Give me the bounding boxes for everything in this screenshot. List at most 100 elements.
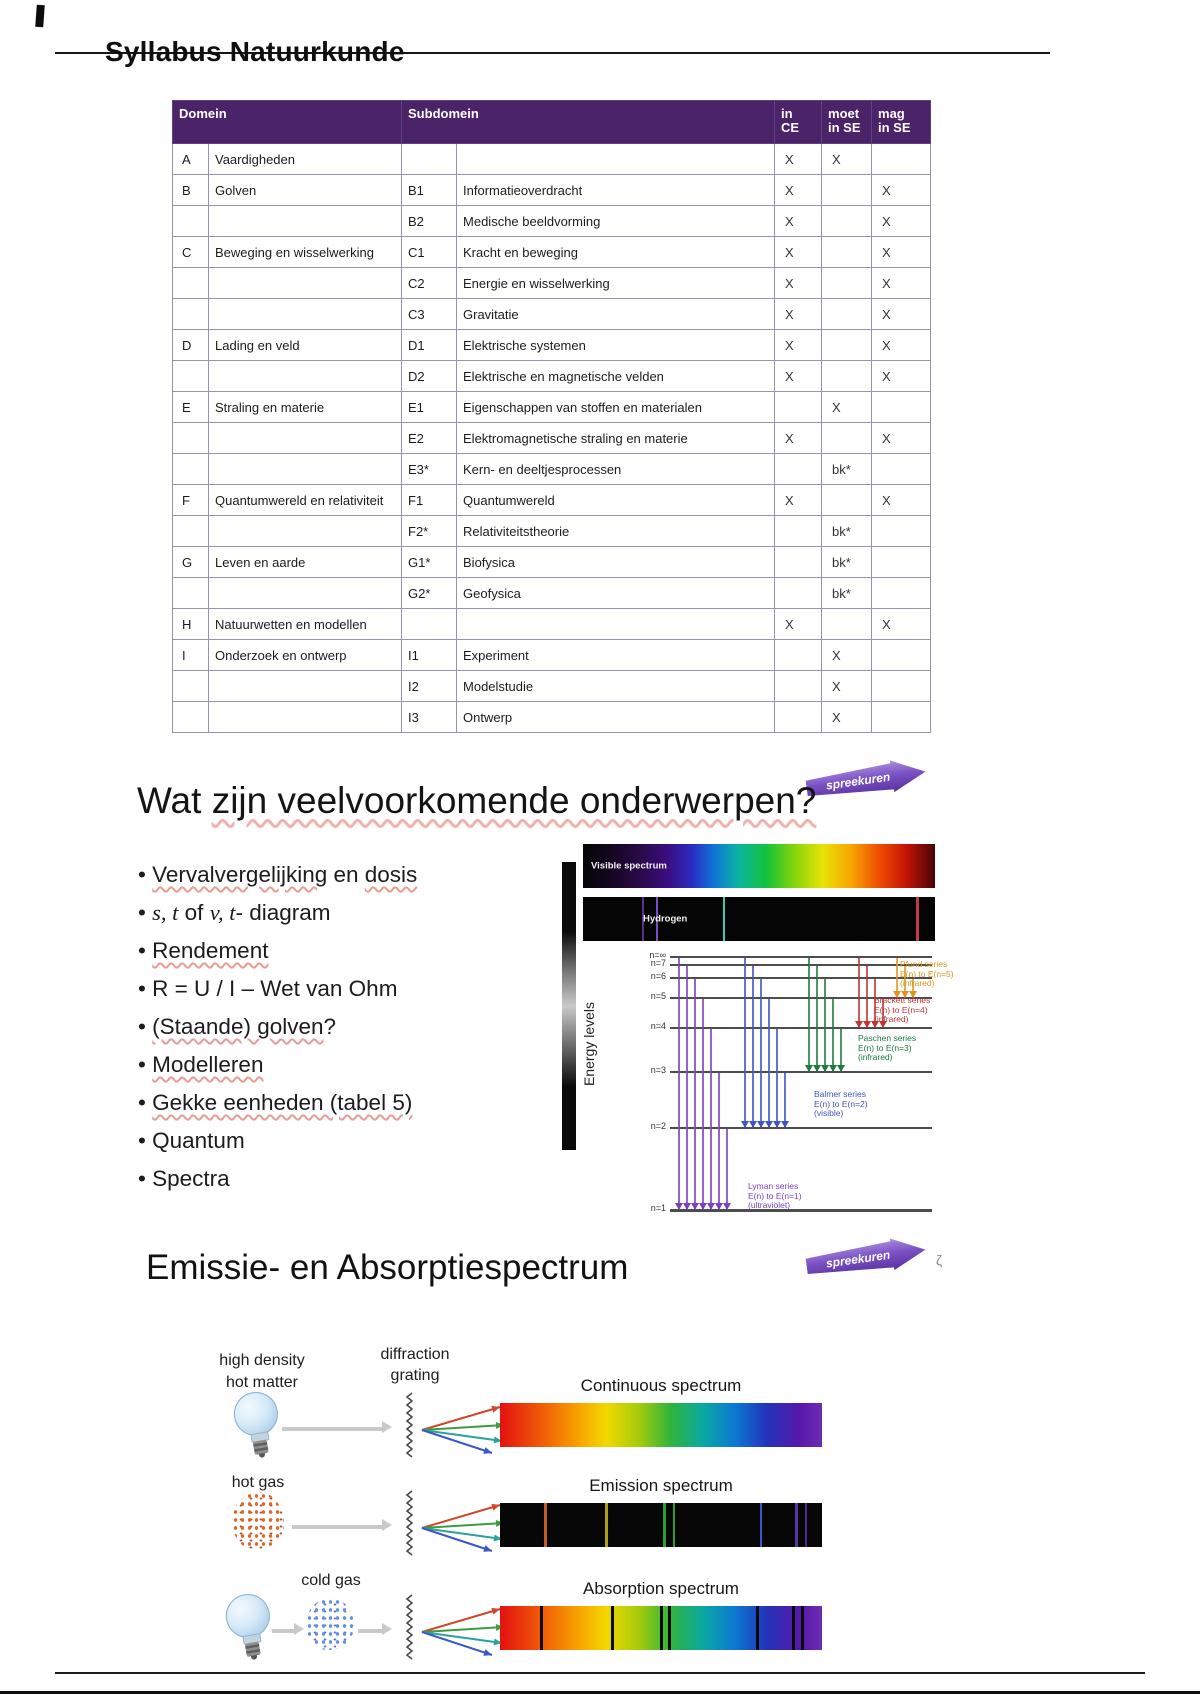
text-segment: Gekke eenheden (tabel 5) (152, 1090, 413, 1115)
table-row: F2* Relativiteitstheorie bk* (172, 515, 932, 547)
series-label-line: (infrared) (900, 978, 935, 988)
table-row: I Onderzoek en ontwerp I1 Experiment X (172, 639, 932, 671)
diffraction-rays-icon (421, 1405, 505, 1454)
text-segment: en (327, 862, 365, 887)
transition-arrowhead (871, 1021, 879, 1028)
cell-moet (821, 205, 873, 237)
light-bulb-icon (220, 1590, 277, 1666)
cell-mag: X (871, 360, 932, 392)
cell-name: Gravitatie (456, 298, 776, 330)
cell-domain (207, 670, 403, 702)
table-row: C2 Energie en wisselwerking X X (172, 267, 932, 299)
cell-moet (821, 422, 873, 454)
transition-arrowhead (741, 1121, 749, 1128)
table-row: H Natuurwetten en modellen X X (172, 608, 932, 640)
emission-spectrum-bar (500, 1503, 822, 1547)
cell-ce (774, 453, 823, 485)
hydrogen-emission-line (916, 897, 919, 941)
emission-line (544, 1503, 547, 1547)
cell-code: C3 (401, 298, 458, 330)
transition-arrowhead (821, 1065, 829, 1072)
table-row: D Lading en veld D1 Elektrische systemen X X (172, 329, 932, 361)
table-row: E3* Kern- en deeltjesprocessen bk* (172, 453, 932, 485)
text-segment: s, t (152, 900, 179, 925)
cell-domain (207, 453, 403, 485)
flow-arrow (358, 1629, 382, 1633)
cell-moet (821, 360, 873, 392)
table-body: A Vaardigheden X X B Golven B1 Informatieoverdr… (172, 143, 932, 733)
cell-domain (207, 515, 403, 547)
cell-letter: G (172, 546, 209, 578)
cell-domain: Vaardigheden (207, 143, 403, 175)
transition-line (882, 999, 884, 1027)
transition-arrowhead (757, 1121, 765, 1128)
cell-ce (774, 639, 823, 671)
series-label-line: Pfund series (900, 959, 948, 969)
cell-name: Elektrische en magnetische velden (456, 360, 776, 392)
transition-arrowhead (691, 1203, 699, 1210)
transition-arrowhead (813, 1065, 821, 1072)
flow-arrow (292, 1525, 382, 1529)
banner-label: spreekuren (825, 1247, 892, 1271)
cell-code: G2* (401, 577, 458, 609)
bulb-glass (230, 1388, 282, 1440)
cell-mag (871, 701, 932, 733)
cell-mag: X (871, 174, 932, 206)
transition-line (808, 958, 810, 1071)
energy-level-line (670, 977, 932, 979)
header-domein: Domein (171, 100, 403, 144)
bulb-tip (250, 1655, 258, 1661)
table-row: G Leven en aarde G1* Biofysica bk* (172, 546, 932, 578)
cell-moet: bk* (821, 577, 873, 609)
cell-domain (207, 267, 403, 299)
continuous-spectrum-bar (500, 1403, 822, 1447)
topics-list: • Vervalvergelijking en dosis • s, t of v… (138, 862, 598, 1204)
bullet-dot: • (138, 938, 153, 963)
transition-line (784, 1073, 786, 1127)
cell-name: Quantumwereld (456, 484, 776, 516)
series-label: Brackett series E(n) to E(n=4) (infrared) (874, 995, 930, 1025)
cell-code: D1 (401, 329, 458, 361)
absorption-line (801, 1606, 805, 1650)
source-label: high density hot matter (219, 1352, 305, 1391)
light-bulb-icon (228, 1388, 285, 1464)
cell-ce: X (774, 608, 823, 640)
header-row: Domein Subdomein in CE moet in SE mag in… (171, 100, 932, 144)
absorption-line (611, 1606, 615, 1650)
bottom-rule (0, 1691, 1200, 1694)
energy-level-line (670, 1071, 932, 1073)
transition-arrowhead (749, 1121, 757, 1128)
transition-arrowhead (893, 991, 901, 998)
cell-ce: X (774, 267, 823, 299)
energy-level-line (670, 964, 932, 966)
cell-name: Medische beeldvorming (456, 205, 776, 237)
cell-letter (172, 577, 209, 609)
cell-letter: A (172, 143, 209, 175)
cell-letter (172, 422, 209, 454)
series-label-line: (visible) (814, 1108, 844, 1118)
energy-level-label: n=∞ (649, 950, 666, 960)
visible-spectrum-bar: Visible spectrum (583, 844, 935, 888)
series-label-line: (ultraviolet) (748, 1200, 791, 1210)
diffraction-rays-icon (421, 1503, 505, 1552)
cell-moet (821, 329, 873, 361)
transition-line (710, 1029, 712, 1209)
energy-level-line (670, 956, 932, 958)
syllabus-table: Domein Subdomein in CE moet in SE mag in… (171, 100, 932, 733)
energy-level-line (670, 1127, 932, 1129)
cell-name: Informatieoverdracht (456, 174, 776, 206)
cell-name: Elektrische systemen (456, 329, 776, 361)
cell-domain: Natuurwetten en modellen (207, 608, 403, 640)
cell-ce: X (774, 174, 823, 206)
series-label: Pfund series E(n) to E(n=5) (infrared) (900, 959, 954, 989)
bullet-dot: • (138, 1128, 153, 1153)
flow-arrowhead (382, 1519, 392, 1531)
cell-letter (172, 453, 209, 485)
transition-line (760, 979, 762, 1127)
cell-mag (871, 639, 932, 671)
series-label: Lyman series E(n) to E(n=1) (ultraviolet) (748, 1181, 802, 1211)
table-row: A Vaardigheden X X (172, 143, 932, 175)
table-header: Domein Subdomein in CE moet in SE mag in… (171, 100, 932, 144)
pen-mark (35, 4, 45, 28)
absorption-line (756, 1606, 760, 1650)
